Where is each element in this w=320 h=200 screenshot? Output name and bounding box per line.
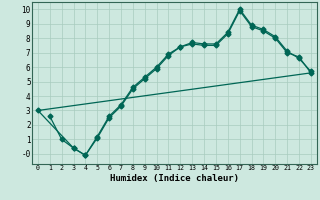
X-axis label: Humidex (Indice chaleur): Humidex (Indice chaleur) [110,174,239,183]
